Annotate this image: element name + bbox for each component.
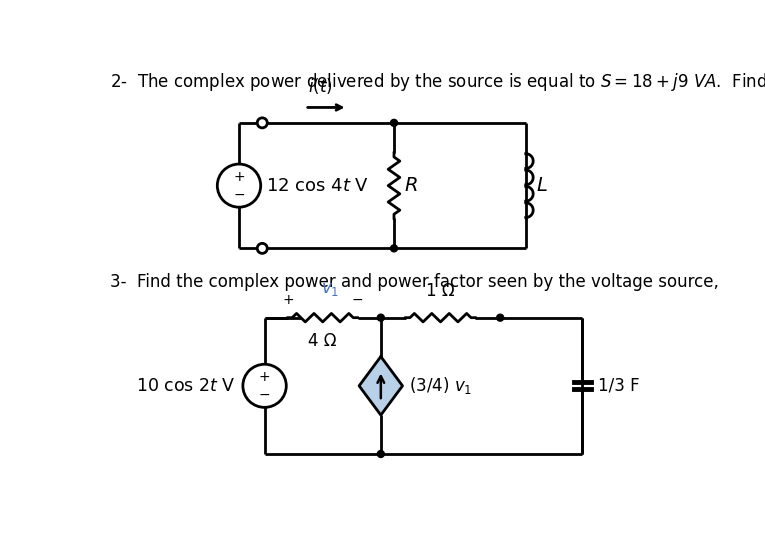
Text: +: + [259,370,270,384]
Circle shape [243,364,286,407]
Text: 1 Ω: 1 Ω [426,282,455,300]
Text: $i(t)$: $i(t)$ [308,76,333,96]
Text: 4 Ω: 4 Ω [308,332,337,350]
Circle shape [377,451,384,457]
Circle shape [257,118,267,128]
Circle shape [377,314,384,321]
Text: 12 cos 4$t$ V: 12 cos 4$t$ V [266,177,369,194]
Text: $R$: $R$ [404,176,418,195]
Text: −: − [352,293,363,307]
Text: −: − [233,188,245,201]
Circle shape [390,245,398,252]
Text: +: + [233,170,245,183]
Text: −: − [259,388,270,402]
Polygon shape [359,356,402,415]
Circle shape [390,119,398,126]
Text: +: + [282,293,294,307]
Circle shape [496,314,503,321]
Text: $L$: $L$ [536,176,548,195]
Text: 10 cos 2$t$ V: 10 cos 2$t$ V [135,377,235,395]
Text: (3/4) $v_1$: (3/4) $v_1$ [409,376,472,396]
Text: $v_1$: $v_1$ [321,279,340,298]
Text: 3-  Find the complex power and power factor seen by the voltage source,: 3- Find the complex power and power fact… [109,273,718,292]
Text: 1/3 F: 1/3 F [597,377,640,395]
Text: 2-  The complex power delivered by the source is equal to $S = 18 + j9\ VA$.  Fi: 2- The complex power delivered by the so… [109,71,765,93]
Circle shape [257,243,267,254]
Circle shape [217,164,261,207]
